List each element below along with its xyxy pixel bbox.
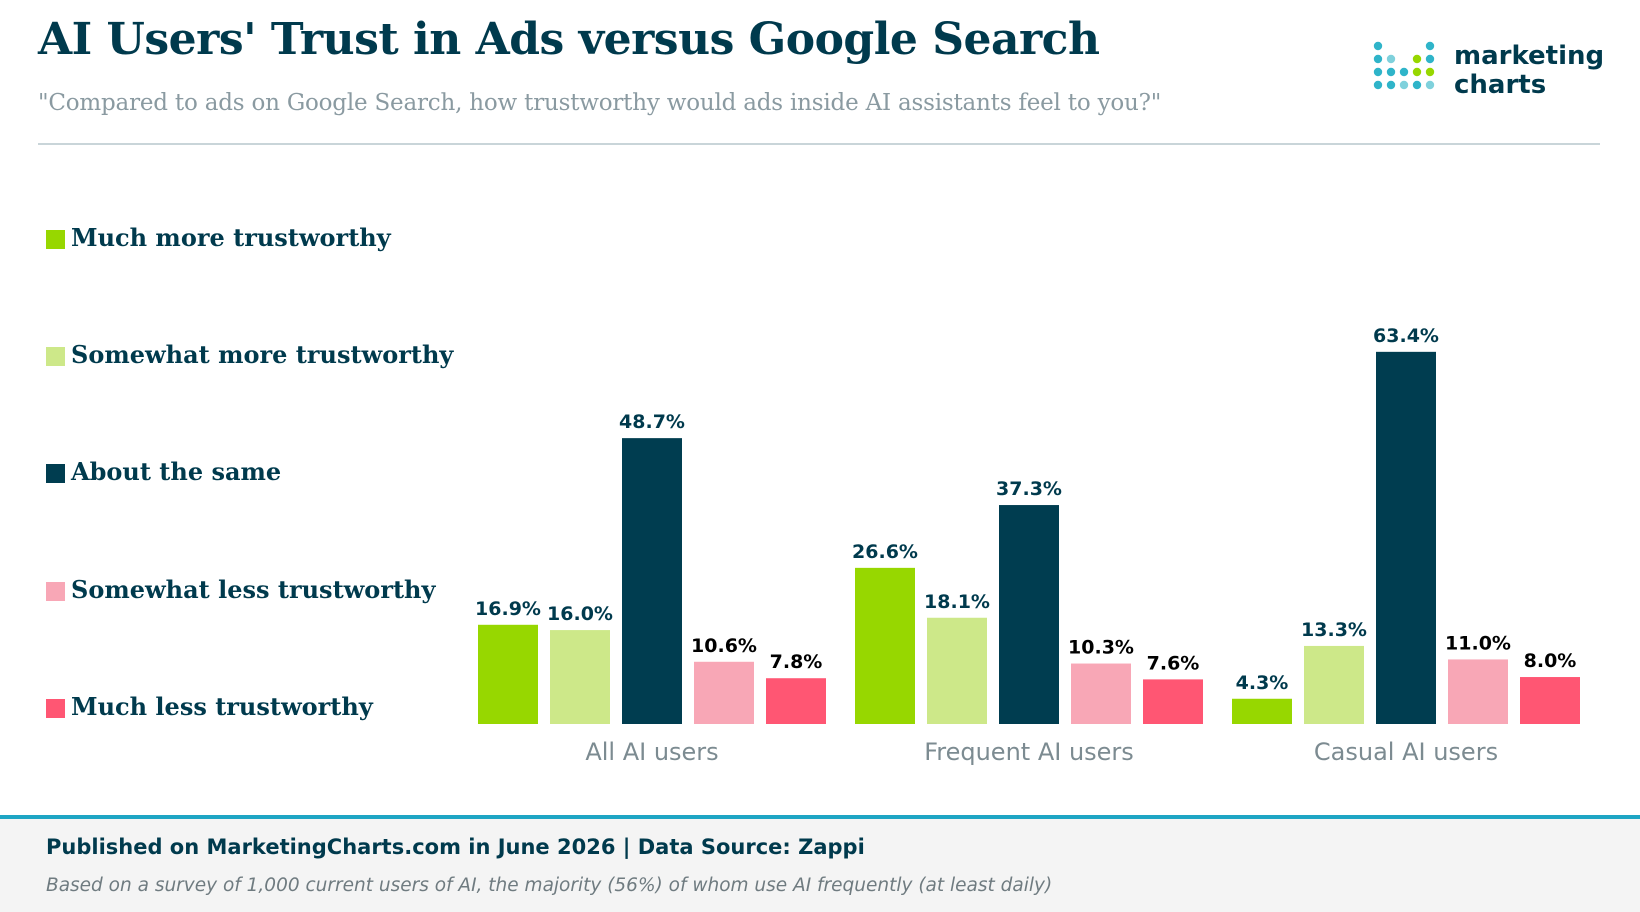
legend-label: Somewhat more trustworthy	[71, 340, 454, 369]
value-label-casual-ai-users-somewhat-less-trustworthy: 11.0%	[1445, 632, 1511, 654]
bar-all-ai-users-somewhat-less-trustworthy	[694, 661, 754, 724]
category-label-casual-ai-users: Casual AI users	[1314, 738, 1498, 766]
legend-swatch-same	[46, 464, 65, 483]
header-divider	[38, 143, 1600, 145]
bar-frequent-ai-users-somewhat-more-trustworthy	[927, 617, 987, 724]
value-label-casual-ai-users-about-the-same: 63.4%	[1373, 325, 1439, 347]
legend-swatch-much-more	[46, 230, 65, 249]
bar-all-ai-users-about-the-same	[622, 438, 682, 724]
legend-label: Somewhat less trustworthy	[71, 575, 436, 604]
bar-chart: 16.9% 16.0% 48.7% 10.6% 7.8% All AI users 26.6…	[475, 325, 1580, 766]
value-label-frequent-ai-users-much-more-trustworthy: 26.6%	[852, 541, 918, 563]
legend-label: About the same	[71, 457, 282, 486]
bar-casual-ai-users-much-less-trustworthy	[1520, 677, 1580, 724]
legend-label: Much more trustworthy	[71, 223, 391, 252]
footer-published: Published on MarketingCharts.com in June…	[46, 835, 865, 859]
bar-all-ai-users-much-more-trustworthy	[478, 624, 538, 724]
bar-frequent-ai-users-about-the-same	[999, 505, 1059, 724]
value-label-frequent-ai-users-much-less-trustworthy: 7.6%	[1147, 652, 1200, 674]
bar-all-ai-users-somewhat-more-trustworthy	[550, 630, 610, 724]
value-label-all-ai-users-somewhat-less-trustworthy: 10.6%	[691, 635, 757, 657]
value-label-casual-ai-users-much-more-trustworthy: 4.3%	[1236, 672, 1289, 694]
category-label-frequent-ai-users: Frequent AI users	[924, 738, 1134, 766]
footer: Published on MarketingCharts.com in June…	[0, 815, 1640, 912]
value-label-frequent-ai-users-somewhat-less-trustworthy: 10.3%	[1068, 637, 1134, 659]
legend-label: Much less trustworthy	[71, 692, 373, 721]
bar-frequent-ai-users-much-less-trustworthy	[1143, 679, 1203, 724]
value-label-casual-ai-users-somewhat-more-trustworthy: 13.3%	[1301, 619, 1367, 641]
marketingcharts-logo: marketing charts	[1372, 40, 1604, 106]
bar-casual-ai-users-about-the-same	[1376, 351, 1436, 724]
footer-note: Based on a survey of 1,000 current users…	[46, 875, 1053, 896]
category-label-all-ai-users: All AI users	[585, 738, 718, 766]
bar-casual-ai-users-somewhat-less-trustworthy	[1448, 659, 1508, 724]
logo-wordmark: marketing charts	[1454, 42, 1604, 100]
legend-swatch-somewhat-less	[46, 582, 65, 601]
logo-line-1: marketing	[1454, 41, 1605, 71]
bar-casual-ai-users-much-more-trustworthy	[1232, 698, 1292, 724]
value-label-all-ai-users-much-less-trustworthy: 7.8%	[770, 651, 823, 673]
chart-subtitle: "Compared to ads on Google Search, how t…	[38, 90, 1162, 116]
value-label-frequent-ai-users-about-the-same: 37.3%	[996, 478, 1062, 500]
value-label-frequent-ai-users-somewhat-more-trustworthy: 18.1%	[924, 591, 990, 613]
value-label-all-ai-users-about-the-same: 48.7%	[619, 411, 685, 433]
logo-line-2: charts	[1454, 70, 1547, 100]
bar-all-ai-users-much-less-trustworthy	[766, 678, 826, 724]
legend-swatch-much-less	[46, 699, 65, 718]
bar-frequent-ai-users-somewhat-less-trustworthy	[1071, 663, 1131, 724]
value-label-all-ai-users-much-more-trustworthy: 16.9%	[475, 598, 541, 620]
bar-casual-ai-users-somewhat-more-trustworthy	[1304, 645, 1364, 724]
bar-frequent-ai-users-much-more-trustworthy	[855, 567, 915, 724]
value-label-casual-ai-users-much-less-trustworthy: 8.0%	[1524, 650, 1577, 672]
value-label-all-ai-users-somewhat-more-trustworthy: 16.0%	[547, 603, 613, 625]
chart-title: AI Users' Trust in Ads versus Google Sea…	[38, 14, 1100, 65]
legend-swatch-somewhat-more	[46, 347, 65, 366]
logo-dots-icon	[1373, 41, 1435, 90]
